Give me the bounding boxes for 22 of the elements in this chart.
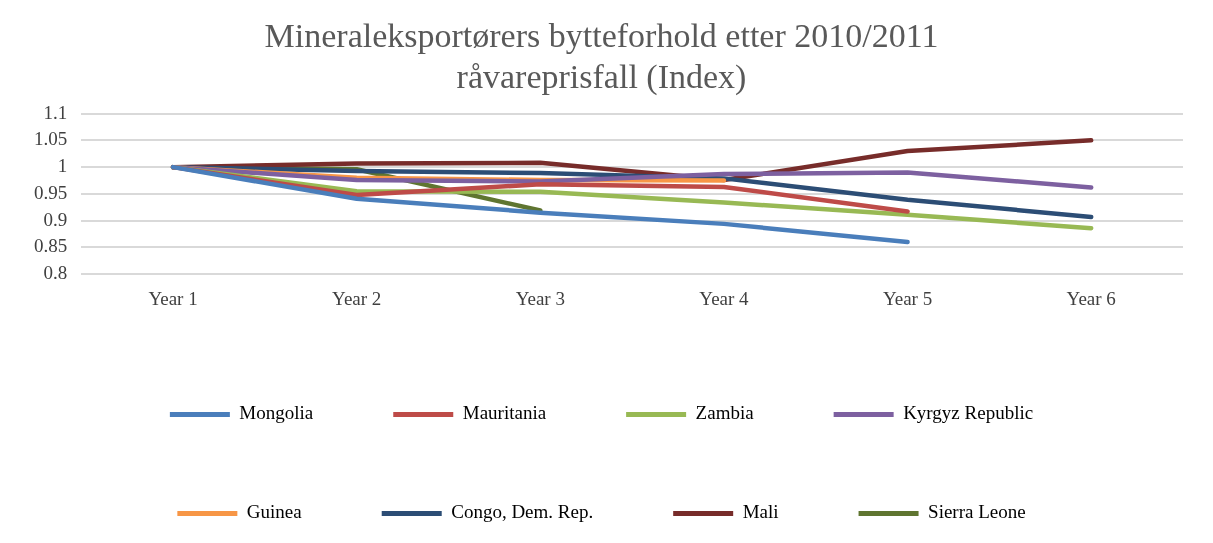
legend-label: Guinea bbox=[246, 501, 303, 523]
y-tick-label: 0.85 bbox=[34, 235, 68, 257]
legend-label: Congo, Dem. Rep. bbox=[451, 501, 594, 523]
legend-label: Zambia bbox=[695, 402, 755, 424]
y-tick-label: 0.9 bbox=[43, 208, 68, 230]
y-tick-label: 1.1 bbox=[43, 101, 68, 123]
chart-title: Mineraleksportørers bytteforhold etter 2010/2011 råvareprisfall (Index) bbox=[264, 17, 939, 97]
x-tick-label: Year 2 bbox=[332, 287, 382, 309]
legend-label: Kyrgyz Republic bbox=[903, 402, 1034, 424]
legend-label: Mongolia bbox=[239, 402, 314, 424]
y-tick-label: 0.95 bbox=[34, 181, 68, 203]
legend-label: Mauritania bbox=[462, 402, 547, 424]
y-tick-label: 1.05 bbox=[34, 128, 68, 150]
x-tick-label: Year 4 bbox=[699, 287, 750, 309]
x-tick-label: Year 1 bbox=[148, 287, 198, 309]
legend-label: Sierra Leone bbox=[928, 501, 1026, 523]
y-tick-label: 0.8 bbox=[43, 262, 68, 284]
x-tick-label: Year 3 bbox=[515, 287, 565, 309]
legend-label: Mali bbox=[742, 501, 779, 523]
x-tick-label: Year 6 bbox=[1066, 287, 1116, 309]
y-tick-label: 1 bbox=[57, 155, 68, 177]
x-tick-label: Year 5 bbox=[882, 287, 933, 309]
